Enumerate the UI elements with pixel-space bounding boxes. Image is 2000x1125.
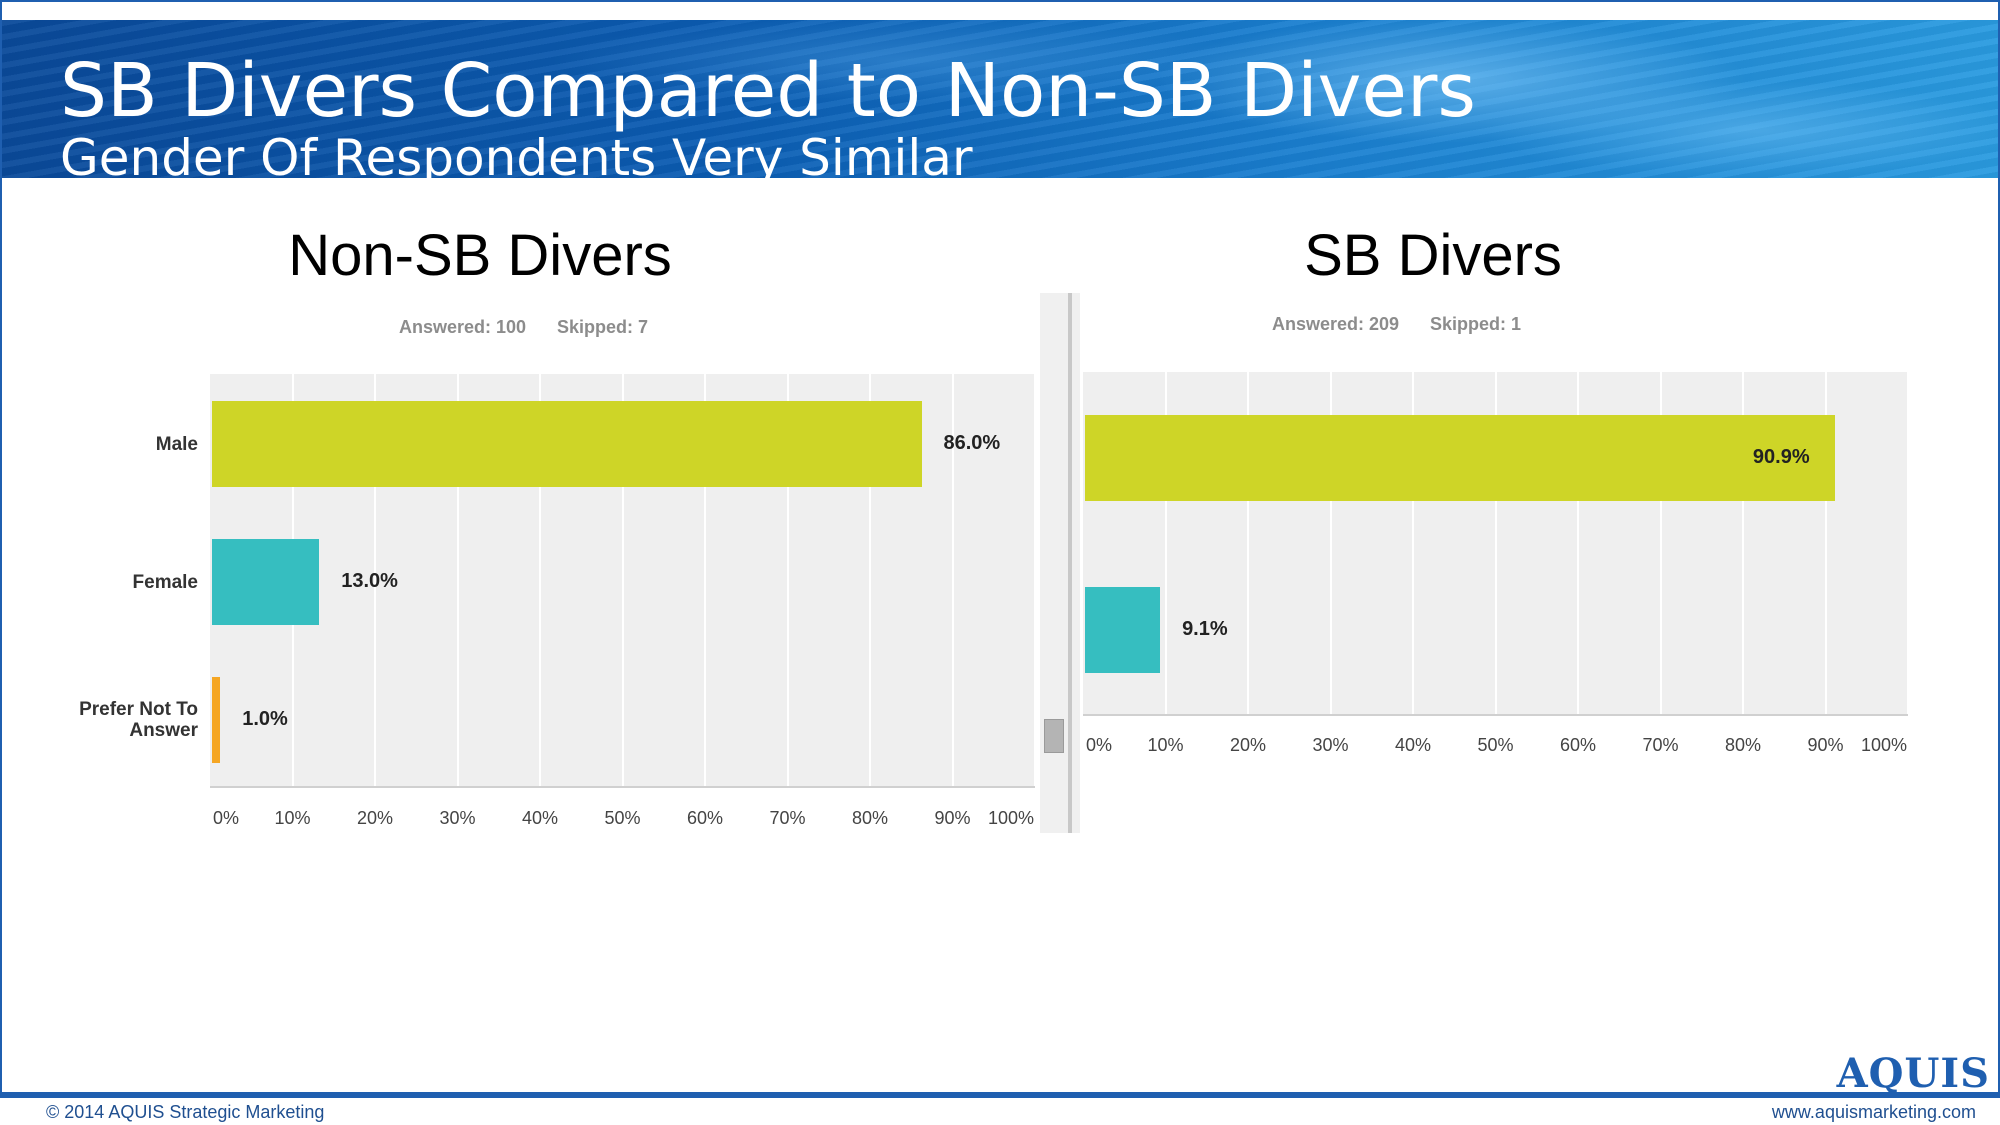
gridline (786, 374, 789, 786)
x-tick-label: 20% (356, 808, 394, 828)
x-tick-label: 60% (1559, 735, 1597, 755)
data-label: 90.9% (1752, 446, 1810, 468)
gridline (869, 374, 871, 786)
x-tick-label: 90% (1807, 735, 1844, 755)
x-tick-label: 20% (1229, 735, 1267, 755)
x-tick-label: 0% (1085, 735, 1113, 755)
slide-subtitle: Gender Of Respondents Very Similar (60, 129, 973, 187)
slide-title: SB Divers Compared to Non-SB Divers (60, 48, 1476, 134)
plot-area-sb (1083, 372, 1909, 714)
bar-female (212, 539, 320, 625)
chart-title-non-sb: Non-SB Divers (288, 223, 672, 288)
category-label: Female (132, 571, 198, 593)
x-tick-label: 80% (1724, 735, 1762, 755)
answered-count-non-sb: Answered: 100 (399, 317, 527, 337)
gridline (1577, 372, 1579, 714)
answered-count-sb: Answered: 209 (1272, 314, 1400, 334)
bar-series-1 (1085, 587, 1161, 673)
gridline (374, 374, 376, 786)
bar-male (212, 401, 922, 487)
bar-series-0 (1085, 415, 1835, 501)
gridline (621, 374, 624, 786)
data-label: 1.0% (242, 708, 288, 730)
slide-frame (0, 0, 2000, 1098)
gridline (1247, 372, 1249, 714)
data-label: 86.0% (943, 432, 1001, 454)
plot-area-non-sb (210, 374, 1036, 786)
x-tick-label: 40% (1394, 735, 1432, 755)
category-label: Prefer Not To Answer (79, 699, 198, 741)
gridline (1164, 372, 1167, 714)
x-tick-label: 50% (1477, 735, 1514, 755)
data-label: 9.1% (1182, 618, 1228, 640)
x-tick-label: 90% (934, 808, 971, 828)
gridline (1742, 372, 1744, 714)
title-banner: SB Divers Compared to Non-SB Divers Gend… (2, 20, 1998, 187)
category-label: Male (155, 433, 198, 455)
gridline (539, 374, 541, 786)
x-tick-label: 10% (1147, 735, 1184, 755)
gridline (951, 374, 954, 786)
x-tick-label: 10% (274, 808, 311, 828)
gridline (1659, 372, 1662, 714)
scrollbar-track[interactable] (1040, 293, 1080, 833)
data-label: 13.0% (341, 570, 398, 592)
gridline (1034, 374, 1036, 786)
x-tick-label: 40% (521, 808, 559, 828)
footer-divider (0, 1092, 2000, 1097)
x-tick-label: 0% (212, 808, 240, 828)
x-tick-label: 70% (769, 808, 806, 828)
copyright-text: © 2014 AQUIS Strategic Marketing (46, 1102, 325, 1122)
x-tick-label: 80% (851, 808, 889, 828)
website-link[interactable]: www.aquismarketing.com (1771, 1102, 1976, 1122)
x-tick-label: 100% (987, 808, 1035, 828)
x-tick-label: 30% (1312, 735, 1349, 755)
gridline (1824, 372, 1827, 714)
x-tick-label: 30% (439, 808, 476, 828)
gridline (1329, 372, 1332, 714)
gridline (704, 374, 706, 786)
scrollbar-thumb[interactable] (1044, 719, 1064, 753)
gridline (456, 374, 459, 786)
x-tick-label: 70% (1642, 735, 1679, 755)
skipped-count-sb: Skipped: 1 (1430, 314, 1522, 334)
x-axis-line-non-sb (210, 786, 1035, 788)
aquis-logo: AQUIS (1836, 1050, 1990, 1097)
x-tick-label: 100% (1860, 735, 1908, 755)
x-tick-label: 60% (686, 808, 724, 828)
chart-title-sb: SB Divers (1304, 223, 1562, 288)
x-tick-label: 50% (604, 808, 641, 828)
bar-prefer-not-to-answer (212, 677, 221, 763)
gridline (1412, 372, 1414, 714)
scrollbar-divider (1068, 293, 1072, 833)
skipped-count-non-sb: Skipped: 7 (557, 317, 649, 337)
x-axis-line-sb (1083, 714, 1908, 716)
gridline (1494, 372, 1497, 714)
gridline (1907, 372, 1909, 714)
